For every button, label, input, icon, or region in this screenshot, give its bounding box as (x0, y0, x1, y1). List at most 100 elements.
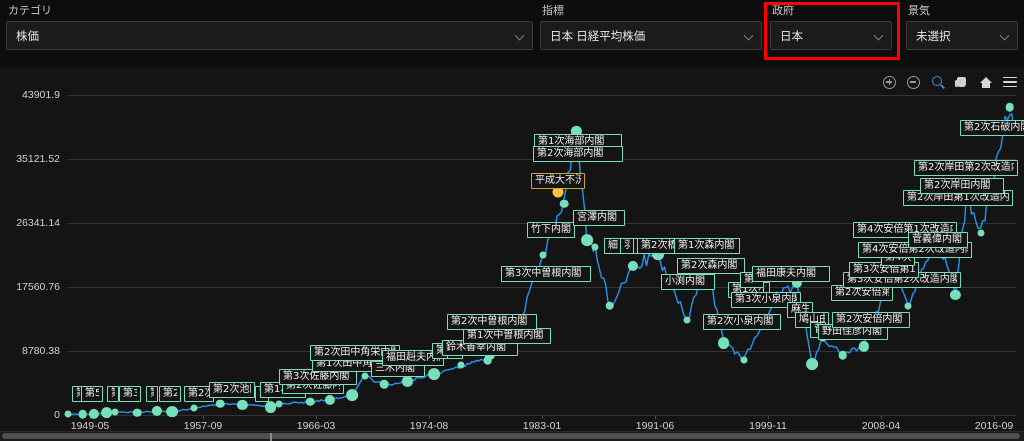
cabinet-marker[interactable] (100, 406, 113, 419)
cabinet-annotation[interactable]: 第2次岸内閣 (159, 386, 181, 402)
cabinet-marker[interactable] (605, 301, 615, 310)
filter-select-economy[interactable]: 未選択 (906, 21, 1018, 50)
cabinet-annotation[interactable]: 菅義偉内閣 (908, 232, 968, 248)
cabinet-annotation[interactable]: 第1次中曽根内閣 (463, 328, 551, 344)
cabinet-annotation[interactable]: 第3次中曽根内閣 (501, 266, 591, 282)
annotation-label-text: 第2次森内閣 (681, 260, 738, 271)
cabinet-marker[interactable] (275, 400, 283, 408)
cabinet-marker[interactable] (1005, 102, 1015, 112)
cabinet-marker[interactable] (190, 404, 198, 412)
annotation-label-text: 第1次田中角栄内閣 (316, 358, 382, 369)
x-axis-tick-mark (994, 415, 995, 419)
gridline (68, 287, 1016, 288)
cabinet-marker[interactable] (580, 234, 593, 246)
cabinet-annotation[interactable]: 第1次鳩山一郎内閣 (107, 386, 119, 402)
cabinet-marker[interactable] (483, 356, 492, 365)
cabinet-marker[interactable] (324, 394, 336, 405)
annotation-label-text: 竹下内閣 (531, 224, 571, 235)
cabinet-marker[interactable] (717, 336, 730, 349)
cabinet-marker[interactable] (380, 380, 389, 389)
zoom-in-icon[interactable] (883, 75, 898, 90)
annotation-label-text: 鳩山由紀夫内閣 (799, 314, 825, 325)
zoom-out-icon[interactable] (907, 75, 922, 90)
cabinet-marker[interactable] (627, 260, 638, 271)
annotation-label-text: 第3次中曽根内閣 (505, 268, 582, 279)
cabinet-marker[interactable] (151, 406, 162, 417)
cabinet-annotation[interactable]: 第2次森内閣 (677, 258, 745, 274)
cabinet-marker[interactable] (78, 410, 87, 419)
annotation-label-text: 第1次大平内閣 (436, 344, 444, 357)
cabinet-marker[interactable] (571, 126, 582, 137)
cabinet-annotation[interactable]: 第5次吉田内閣 (81, 386, 103, 402)
y-axis-tick-label: 35121.52 (16, 153, 60, 165)
cabinet-marker[interactable] (539, 251, 547, 259)
cabinet-annotation[interactable]: 第2次石破内閣 (960, 120, 1024, 136)
cabinet-marker[interactable] (237, 399, 248, 410)
filter-bar: カテゴリ 株価 指標 日本 日経平均株価 政府 日本 景気 未選択 (0, 0, 1024, 69)
cabinet-marker[interactable] (740, 356, 747, 364)
menu-icon[interactable] (1003, 75, 1018, 90)
cabinet-annotation[interactable]: 第2次岸田第2次改造内閣 (914, 160, 1018, 176)
annotation-label-text: 第2次佐藤内閣 (286, 380, 340, 391)
cabinet-annotation[interactable]: 宮澤内閣 (573, 210, 625, 226)
filter-select-category[interactable]: 株価 (6, 21, 533, 50)
cabinet-marker[interactable] (806, 358, 819, 370)
cabinet-marker[interactable] (559, 199, 569, 208)
cabinet-marker[interactable] (977, 229, 984, 237)
cabinet-annotation[interactable]: 第2次中曽根内閣 (447, 314, 537, 330)
cabinet-annotation[interactable]: 羽田内閣 (620, 238, 634, 254)
cabinet-marker[interactable] (346, 389, 358, 402)
cabinet-marker[interactable] (216, 399, 225, 408)
cabinet-annotation[interactable]: 竹下内閣 (527, 222, 575, 238)
annotation-label-text: 第1次森内閣 (678, 240, 735, 251)
cabinet-marker[interactable] (402, 376, 413, 387)
cabinet-annotation[interactable]: 福田康夫内閣 (752, 266, 830, 282)
cabinet-annotation[interactable]: 小渕内閣 (661, 274, 715, 290)
cabinet-marker[interactable] (428, 368, 441, 381)
zoom-select-icon[interactable] (931, 75, 946, 90)
annotation-label-text: 第2次田中角栄内閣 (314, 347, 396, 358)
cabinet-marker[interactable] (904, 302, 912, 310)
cabinet-marker[interactable] (264, 401, 277, 413)
pan-icon[interactable] (954, 75, 970, 90)
cabinet-annotation[interactable]: 第1次森内閣 (674, 238, 740, 254)
annotation-label-text: 第3次佐藤内閣 (283, 371, 350, 382)
economy-event-marker[interactable] (552, 186, 564, 198)
cabinet-marker[interactable] (305, 397, 315, 407)
cabinet-marker[interactable] (858, 341, 869, 352)
cabinet-marker[interactable] (457, 361, 465, 369)
cabinet-marker[interactable] (132, 408, 142, 417)
cabinet-marker[interactable] (651, 248, 664, 261)
cabinet-marker[interactable] (591, 243, 599, 251)
cabinet-annotation[interactable]: 第1次岸内閣 (146, 386, 158, 402)
cabinet-annotation[interactable]: 第3次小泉内閣 (731, 292, 801, 308)
cabinet-marker[interactable] (64, 410, 72, 418)
filter-select-indicator[interactable]: 日本 日経平均株価 (540, 21, 762, 50)
annotation-label-text: 第2次中曽根内閣 (451, 316, 528, 327)
cabinet-annotation[interactable]: 第2次小泉内閣 (703, 314, 781, 330)
cabinet-marker[interactable] (111, 408, 119, 416)
cabinet-marker[interactable] (838, 350, 847, 360)
cabinet-annotation[interactable]: 第2次池田内閣 (209, 382, 255, 398)
scrollbar-thumb[interactable] (2, 433, 1020, 441)
filter-label-category: カテゴリ (8, 5, 52, 17)
cabinet-annotation[interactable]: 第2次海部内閣 (533, 146, 623, 162)
chevron-down-icon (744, 30, 755, 41)
annotation-label-text: 鈴木善幸内閣 (446, 342, 506, 353)
cabinet-marker[interactable] (950, 289, 961, 300)
cabinet-annotation[interactable]: 第2次安倍内閣 (832, 312, 910, 328)
annotation-label-text: 第3次安倍第1次改造内閣 (853, 264, 915, 275)
cabinet-marker[interactable] (791, 277, 802, 288)
economy-annotation[interactable]: 平成大不況 (531, 173, 585, 189)
filter-select-government[interactable]: 日本 (770, 21, 892, 50)
cabinet-marker[interactable] (683, 316, 691, 324)
cabinet-marker[interactable] (89, 408, 100, 419)
cabinet-annotation[interactable]: 第3次鳩山一郎内閣 (119, 386, 141, 402)
cabinet-marker[interactable] (166, 405, 179, 418)
horizontal-scrollbar[interactable] (0, 431, 1024, 441)
cabinet-marker[interactable] (361, 372, 368, 380)
cabinet-annotation[interactable]: 第2次岸田内閣 (920, 178, 1004, 194)
annotation-label-text: 第2次岸田内閣 (924, 180, 991, 191)
y-axis-tick-label: 43901.9 (22, 89, 60, 101)
home-reset-icon[interactable] (979, 75, 994, 90)
